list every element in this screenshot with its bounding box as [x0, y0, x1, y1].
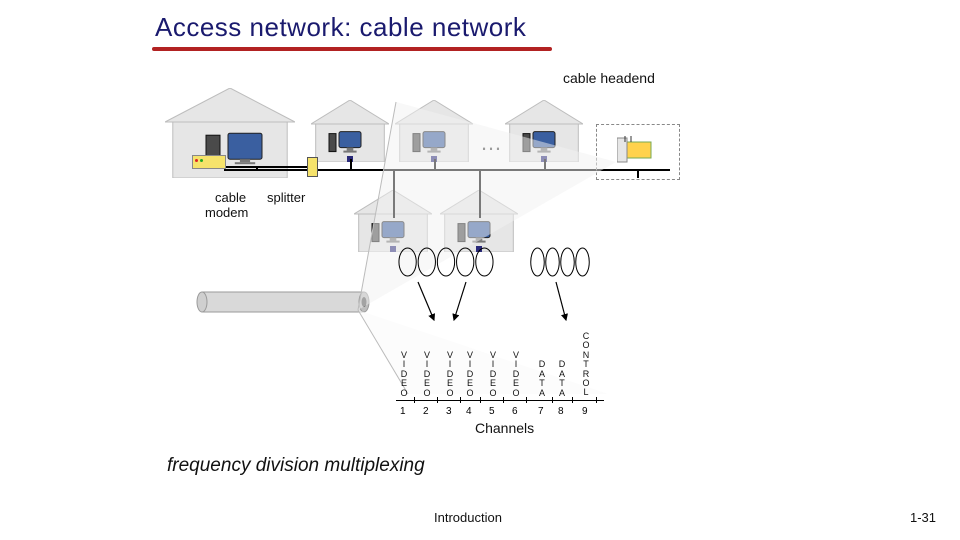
- channel-col-8: DATA: [556, 360, 568, 398]
- channel-num-6: 6: [512, 406, 518, 417]
- main-house-0: [165, 88, 295, 178]
- channel-num-8: 8: [558, 406, 564, 417]
- house-3: [505, 100, 583, 162]
- house-2: [395, 100, 473, 162]
- slide-title: Access network: cable network: [155, 12, 526, 43]
- channel-num-5: 5: [489, 406, 495, 417]
- channel-col-7: DATA: [536, 360, 548, 398]
- channel-col-5: VIDEO: [487, 351, 499, 398]
- label-fdm: frequency division multiplexing: [167, 455, 425, 477]
- channel-num-2: 2: [423, 406, 429, 417]
- title-underline: [152, 47, 552, 51]
- headend-device-icon: [617, 136, 657, 171]
- channel-num-7: 7: [538, 406, 544, 417]
- spectrum-cone: [0, 0, 960, 540]
- channel-col-4: VIDEO: [464, 351, 476, 398]
- channel-col-3: VIDEO: [444, 351, 456, 398]
- house-1: [311, 100, 389, 162]
- label-cable: cable: [215, 190, 246, 205]
- label-cable-headend: cable headend: [563, 70, 655, 86]
- cable-modem-icon: [192, 155, 226, 169]
- label-modem: modem: [205, 205, 248, 220]
- houses-ellipsis: …: [480, 130, 502, 156]
- frequency-waves: [0, 0, 960, 540]
- channel-num-4: 4: [466, 406, 472, 417]
- label-splitter: splitter: [267, 190, 305, 205]
- splitter-box: [307, 157, 318, 177]
- channel-num-9: 9: [582, 406, 588, 417]
- label-channels: Channels: [475, 420, 534, 436]
- channel-col-2: VIDEO: [421, 351, 433, 398]
- channel-num-1: 1: [400, 406, 406, 417]
- channel-col-9: CONTROL: [580, 332, 592, 398]
- channel-num-3: 3: [446, 406, 452, 417]
- footer-pagenum: 1-31: [910, 510, 936, 525]
- channel-col-6: VIDEO: [510, 351, 522, 398]
- cable-tube-icon: [196, 290, 374, 319]
- footer-introduction: Introduction: [434, 510, 502, 525]
- channel-col-1: VIDEO: [398, 351, 410, 398]
